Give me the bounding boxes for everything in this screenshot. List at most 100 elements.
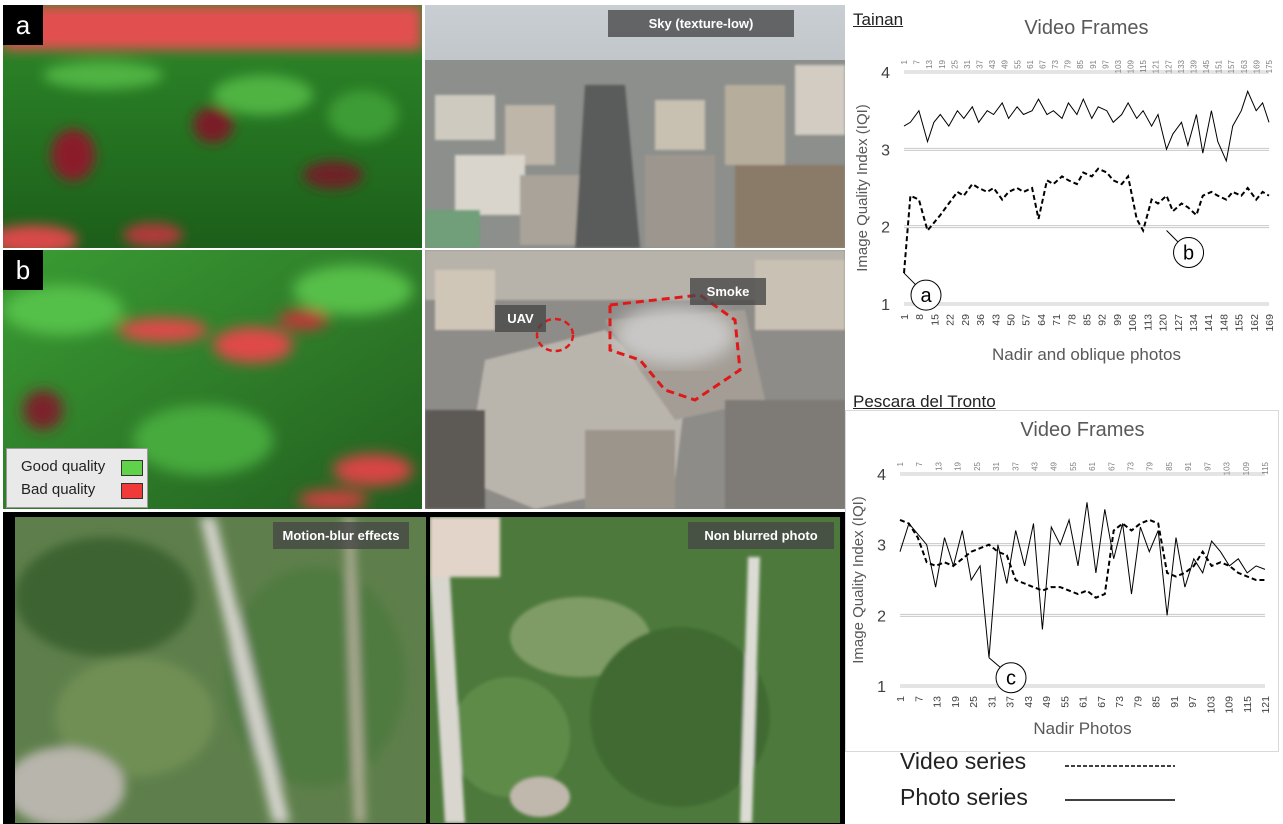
x-tick-label: 57 — [1021, 314, 1033, 326]
top-tick-label: 115 — [1139, 59, 1148, 72]
top-tick-label: 103 — [1114, 59, 1123, 73]
x-tick-label: 67 — [1096, 696, 1108, 708]
tag-smoke: Smoke — [690, 278, 766, 305]
x-tick-label: 109 — [1224, 696, 1236, 714]
legend-good-swatch — [121, 460, 143, 476]
top-tick-label: 19 — [954, 461, 963, 470]
top-tick-label: 157 — [1227, 59, 1236, 73]
x-tick-label: 169 — [1264, 314, 1276, 332]
legend-bad-label: Bad quality — [21, 481, 96, 498]
legend-video-line — [1065, 765, 1175, 767]
x-tick-label: 43 — [990, 314, 1002, 326]
x-tick-label: 103 — [1205, 696, 1217, 714]
x-tick-label: 113 — [1142, 314, 1154, 331]
x-tick-label: 19 — [950, 696, 962, 708]
x-tick-label: 61 — [1078, 696, 1090, 708]
x-tick-label: 22 — [945, 314, 957, 326]
x-tick-label: 50 — [1005, 314, 1017, 326]
top-tick-label: 43 — [988, 59, 997, 68]
top-tick-label: 115 — [1261, 461, 1270, 474]
top-tick-label: 25 — [950, 59, 959, 68]
x-tick-label: 37 — [1005, 696, 1017, 708]
x-tick-label: 162 — [1249, 314, 1261, 332]
x-tick-label: 29 — [960, 314, 972, 326]
y-tick-label: 3 — [877, 538, 886, 555]
annotation-marker — [995, 662, 1027, 694]
top-tick-label: 133 — [1177, 59, 1186, 73]
x-axis-label: Nadir and oblique photos — [992, 345, 1181, 364]
bottom-legend: Video series Photo series — [900, 748, 1230, 818]
top-tick-label: 67 — [1107, 461, 1116, 470]
x-tick-label: 78 — [1066, 314, 1078, 326]
top-tick-label: 19 — [938, 59, 947, 68]
chart-pescara-location: Pescara del Tronto — [853, 392, 996, 411]
top-tick-label: 97 — [1101, 59, 1110, 68]
chart-tainan-location: Tainan — [853, 10, 904, 29]
top-tick-label: 109 — [1242, 461, 1251, 475]
x-tick-label: 127 — [1173, 314, 1185, 332]
top-tick-label: 31 — [963, 59, 972, 68]
x-tick-label: 13 — [932, 696, 944, 708]
x-tick-label: 25 — [968, 696, 980, 708]
top-tick-label: 85 — [1076, 59, 1085, 68]
top-tick-label: 61 — [1088, 461, 1097, 470]
x-tick-label: 97 — [1187, 696, 1199, 708]
top-tick-label: 85 — [1165, 461, 1174, 470]
x-tick-label: 64 — [1036, 314, 1048, 326]
legend-photo-label: Photo series — [900, 784, 1028, 810]
x-tick-label: 49 — [1041, 696, 1053, 708]
top-tick-label: 151 — [1215, 59, 1224, 73]
x-tick-label: 106 — [1127, 314, 1139, 332]
y-tick-label: 3 — [881, 142, 890, 159]
top-tick-label: 79 — [1064, 59, 1073, 68]
x-tick-label: 43 — [1023, 696, 1035, 708]
chart-title: Video Frames — [1020, 419, 1144, 441]
panel-a-photo: Sky (texture-low) — [425, 5, 845, 248]
annotation-label: c — [1006, 668, 1016, 690]
annotation-marker — [910, 279, 942, 311]
x-tick-label: 1 — [895, 696, 907, 702]
x-tick-label: 31 — [986, 696, 998, 708]
sharp-forest-photo — [430, 517, 840, 823]
x-tick-label: 73 — [1114, 696, 1126, 708]
top-tick-label: 103 — [1223, 461, 1232, 475]
y-tick-label: 4 — [881, 65, 890, 82]
y-tick-label: 1 — [881, 297, 890, 314]
top-tick-label: 67 — [1038, 59, 1047, 68]
tag-sky-texture-low: Sky (texture-low) — [608, 10, 794, 37]
top-tick-label: 91 — [1184, 461, 1193, 470]
x-tick-label: 7 — [913, 696, 925, 702]
x-tick-label: 91 — [1169, 696, 1181, 708]
x-tick-label: 141 — [1203, 314, 1215, 332]
panel-letter-b: b — [3, 250, 43, 290]
top-tick-label: 163 — [1240, 59, 1249, 73]
top-tick-label: 121 — [1152, 59, 1161, 73]
panel-c-blurred-photo: Motion-blur effects — [15, 517, 426, 823]
top-tick-label: 139 — [1189, 59, 1198, 73]
top-tick-label: 37 — [976, 59, 985, 68]
top-tick-label: 25 — [973, 461, 982, 470]
annotation-label: b — [1183, 243, 1194, 265]
top-tick-label: 73 — [1127, 461, 1136, 470]
chart-border — [845, 410, 1279, 752]
top-tick-label: 91 — [1089, 59, 1098, 68]
x-tick-label: 85 — [1082, 314, 1094, 326]
x-tick-label: 115 — [1242, 696, 1254, 713]
quality-legend: Good quality Bad quality — [6, 448, 148, 508]
legend-bad-swatch — [121, 483, 143, 499]
video-series-line — [899, 518, 1265, 599]
x-tick-label: 15 — [929, 314, 941, 326]
legend-good-label: Good quality — [21, 458, 106, 475]
y-tick-label: 1 — [877, 679, 886, 696]
top-tick-label: 73 — [1051, 59, 1060, 68]
top-tick-label: 49 — [1001, 59, 1010, 68]
top-tick-label: 127 — [1164, 59, 1173, 73]
panel-c-sharp-photo: Non blurred photo — [430, 517, 840, 823]
x-tick-label: 55 — [1059, 696, 1071, 708]
x-tick-label: 121 — [1260, 696, 1272, 714]
top-tick-label: 1 — [900, 59, 909, 64]
tag-uav: UAV — [495, 305, 546, 332]
panel-a-quality-map: a — [3, 5, 422, 248]
top-tick-label: 37 — [1011, 461, 1020, 470]
x-tick-label: 85 — [1151, 696, 1163, 708]
